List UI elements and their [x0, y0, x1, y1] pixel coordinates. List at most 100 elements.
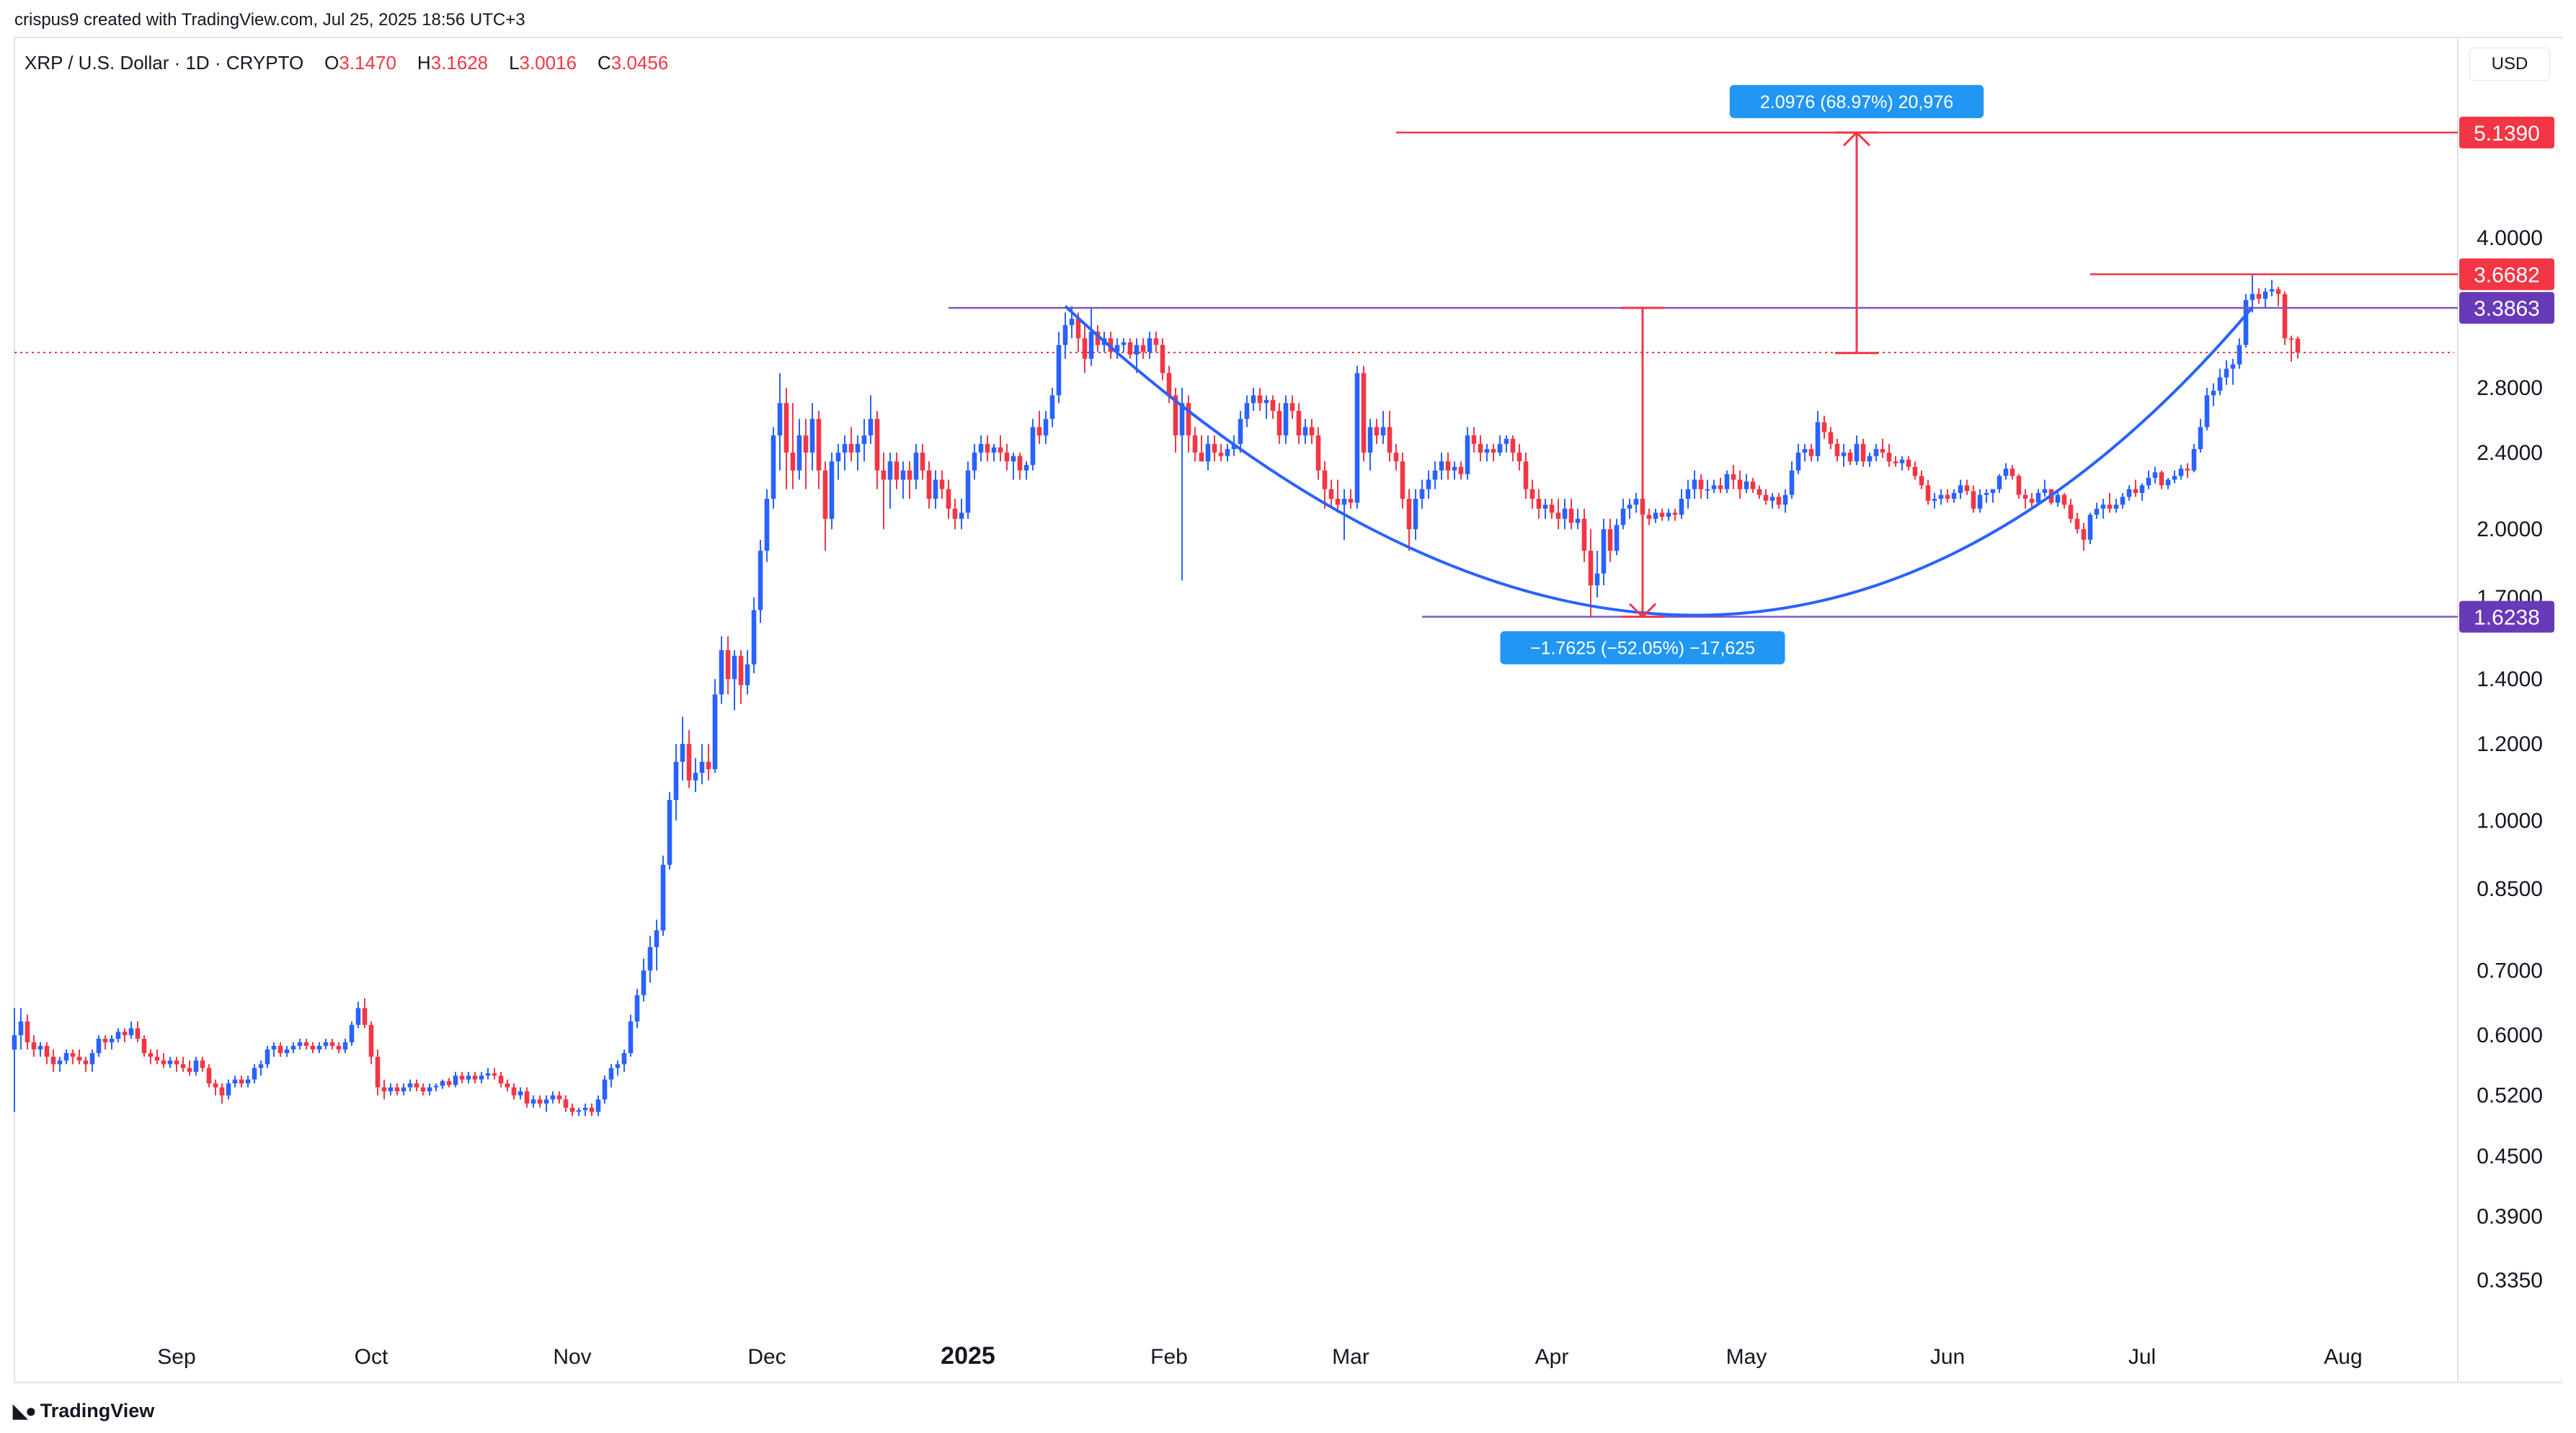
y-tick-label: 1.2000: [2477, 732, 2543, 756]
candle-body: [83, 1060, 89, 1065]
candle-body: [1160, 345, 1165, 373]
candle-body: [1166, 373, 1172, 396]
candle-body: [1231, 443, 1237, 450]
candle-body: [1692, 479, 1697, 489]
y-tick-label: 0.5200: [2477, 1084, 2543, 1108]
candle-body: [25, 1021, 30, 1042]
candle-body: [2100, 505, 2106, 509]
candle-body: [407, 1083, 413, 1088]
candle-body: [556, 1095, 562, 1100]
candle-body: [660, 864, 666, 931]
candle-body: [1731, 474, 1736, 480]
candle-body: [394, 1087, 400, 1092]
candle-body: [239, 1079, 244, 1084]
candle-body: [1023, 465, 1029, 471]
candle-body: [2061, 494, 2067, 505]
candle-body: [128, 1028, 134, 1036]
candle-body: [2139, 485, 2145, 493]
x-tick-label: Feb: [1150, 1345, 1188, 1369]
candle-body: [355, 1008, 361, 1025]
x-tick-label: 2025: [941, 1342, 995, 1370]
y-axis[interactable]: 4.00002.80002.40002.00001.70001.40001.20…: [2477, 226, 2543, 1292]
y-tick-label: 1.0000: [2477, 809, 2543, 833]
candle-body: [2288, 338, 2294, 340]
candle-body: [2198, 427, 2203, 450]
candle-body: [1899, 459, 1905, 463]
high-value: 3.1628: [430, 52, 489, 74]
candle-body: [1653, 513, 1658, 519]
cup-curve[interactable]: [1064, 305, 2254, 617]
symbol-label[interactable]: XRP / U.S. Dollar · 1D · CRYPTO: [25, 52, 304, 74]
candle-body: [1134, 345, 1140, 355]
candle-body: [822, 470, 828, 519]
low-value: 3.0016: [519, 52, 577, 74]
x-tick-label: Jun: [1930, 1345, 1965, 1369]
candle-body: [628, 1021, 634, 1053]
candle-body: [1776, 497, 1782, 505]
candle-body: [1225, 449, 1230, 456]
candle-body: [998, 447, 1003, 453]
candle-body: [316, 1045, 322, 1050]
candle-body: [2217, 377, 2223, 391]
candle-body: [550, 1095, 556, 1100]
candle-body: [959, 513, 964, 519]
x-tick-label: May: [1726, 1345, 1767, 1369]
candle-body: [1984, 492, 1989, 495]
candle-body: [1212, 443, 1217, 453]
candle-body: [1140, 345, 1146, 352]
candle-body: [141, 1039, 147, 1053]
candle-body: [1860, 443, 1866, 462]
measurement-tools[interactable]: 2.0976 (68.97%) 20,976 −1.7625 (−52.05%) …: [1500, 84, 1984, 665]
candle-body: [926, 470, 932, 499]
candle-body: [699, 761, 705, 773]
candle-body: [213, 1083, 218, 1088]
candle-body: [37, 1045, 43, 1050]
candle-body: [1406, 498, 1412, 530]
price-badge: [2459, 258, 2554, 290]
candle-body: [738, 655, 744, 686]
candle-body: [2204, 395, 2210, 427]
candle-body: [1348, 498, 1354, 503]
price-badge: [2459, 116, 2554, 148]
candle-body: [1782, 494, 1788, 505]
tradingview-logo[interactable]: ◣● TradingView: [13, 1400, 154, 1422]
candle-body: [154, 1057, 160, 1061]
candle-body: [2295, 338, 2301, 352]
candle-body: [855, 443, 861, 453]
candle-body: [148, 1052, 154, 1057]
candle-body: [2230, 364, 2236, 369]
x-axis[interactable]: Sep Oct Nov Dec 2025 Feb Mar Apr May Jun Jul Aug: [157, 1342, 2362, 1370]
currency-selector[interactable]: USD: [2469, 48, 2550, 81]
candle-body: [135, 1028, 141, 1039]
candle-body: [187, 1068, 192, 1072]
candle-body: [1769, 497, 1775, 501]
candle-body: [803, 435, 809, 453]
candle-body: [1763, 494, 1769, 501]
candle-body: [1854, 443, 1860, 462]
candle-body: [44, 1045, 50, 1057]
candle-body: [1672, 513, 1678, 515]
candle-body: [349, 1024, 355, 1042]
low-label: L: [509, 52, 520, 74]
candle-body: [433, 1086, 439, 1088]
candle-body: [453, 1075, 458, 1086]
candle-body: [868, 419, 874, 436]
candle-body: [1750, 482, 1756, 489]
candle-body: [1445, 461, 1451, 471]
candle-body: [1633, 498, 1639, 505]
candle-body: [1263, 399, 1269, 404]
candle-body: [1705, 489, 1710, 491]
candle-body: [2211, 391, 2216, 396]
candle-body: [1179, 403, 1185, 436]
candle-body: [946, 489, 951, 509]
drawing-horizontal-lines[interactable]: [949, 131, 2458, 618]
candle-body: [265, 1049, 270, 1065]
x-tick-label: Aug: [2324, 1345, 2362, 1369]
candle-body: [848, 443, 854, 453]
candle-body: [2191, 449, 2197, 471]
candle-body: [1912, 466, 1918, 476]
candle-body: [673, 761, 679, 800]
candle-body: [290, 1045, 296, 1050]
